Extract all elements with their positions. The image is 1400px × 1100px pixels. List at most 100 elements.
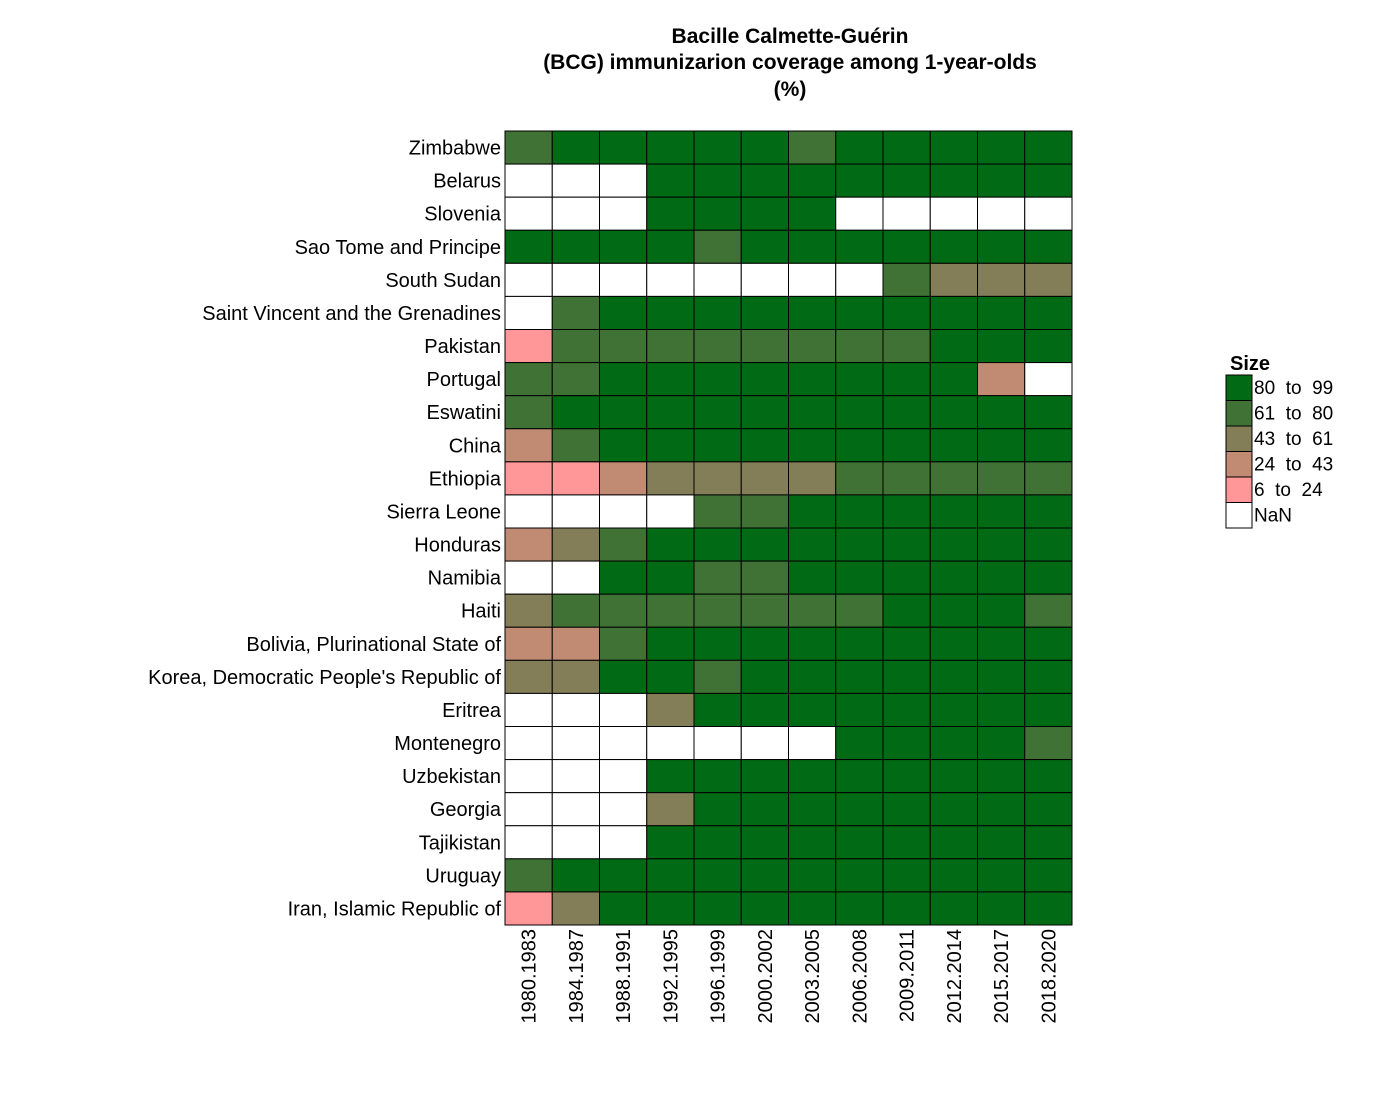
heatmap-cell xyxy=(1024,759,1073,794)
heatmap-cell xyxy=(882,858,931,893)
y-tick-label: Zimbabwe xyxy=(409,138,501,160)
heatmap-cell xyxy=(504,858,553,893)
heatmap-cell xyxy=(1024,792,1073,827)
x-tick-label: 2009.2011 xyxy=(897,929,919,1022)
legend-item: 43 to 61 xyxy=(1225,425,1333,452)
heatmap-cell xyxy=(599,626,648,661)
heatmap-cell xyxy=(977,726,1026,761)
heatmap-cell xyxy=(977,858,1026,893)
heatmap-cell xyxy=(551,163,600,198)
heatmap-cell xyxy=(788,759,837,794)
heatmap-cell xyxy=(788,891,837,926)
x-tick-label: 2006.2008 xyxy=(849,929,871,1024)
heatmap-cell xyxy=(646,659,695,694)
heatmap-cell xyxy=(551,692,600,727)
heatmap-cell xyxy=(646,858,695,893)
heatmap-cell xyxy=(835,163,884,198)
heatmap-cell xyxy=(835,626,884,661)
heatmap-cell xyxy=(646,130,695,165)
heatmap-cell xyxy=(977,659,1026,694)
heatmap-cell xyxy=(740,295,789,331)
y-tick-label: Eswatini xyxy=(427,402,501,424)
heatmap-cell xyxy=(835,726,884,761)
heatmap-cell xyxy=(740,494,789,529)
heatmap-cell xyxy=(882,891,931,926)
legend-swatch xyxy=(1225,425,1253,452)
heatmap-cell xyxy=(599,825,648,860)
heatmap-cell xyxy=(693,825,742,860)
heatmap-cell xyxy=(977,792,1026,827)
heatmap-cell xyxy=(1024,295,1073,331)
heatmap-cell xyxy=(693,295,742,331)
legend-swatch xyxy=(1225,476,1253,503)
heatmap-cell xyxy=(835,659,884,694)
heatmap-cell xyxy=(1024,362,1073,397)
heatmap-cell xyxy=(599,362,648,397)
heatmap-cell xyxy=(599,295,648,331)
heatmap-cell xyxy=(882,626,931,661)
heatmap-cell xyxy=(693,494,742,529)
heatmap-cell xyxy=(977,626,1026,661)
y-tick-label: Uruguay xyxy=(425,865,501,887)
heatmap-cell xyxy=(646,527,695,562)
heatmap-cell xyxy=(977,692,1026,727)
heatmap-cell xyxy=(599,428,648,463)
heatmap-cell xyxy=(599,759,648,794)
heatmap-cell xyxy=(551,362,600,397)
legend-item: NaN xyxy=(1225,502,1292,529)
heatmap-cell xyxy=(929,196,978,231)
x-tick-label: 1992.1995 xyxy=(660,929,682,1024)
heatmap-cells xyxy=(504,130,1073,926)
heatmap-cell xyxy=(929,395,978,430)
heatmap-cell xyxy=(646,494,695,529)
heatmap-cell xyxy=(599,891,648,926)
heatmap-cell xyxy=(551,395,600,430)
heatmap-cell xyxy=(929,560,978,595)
heatmap-cell xyxy=(929,262,978,297)
heatmap-cell xyxy=(551,295,600,331)
heatmap-cell xyxy=(551,659,600,694)
heatmap-cell xyxy=(693,329,742,364)
y-tick-label: Honduras xyxy=(414,535,501,557)
heatmap-cell xyxy=(882,428,931,463)
heatmap-cell xyxy=(740,626,789,661)
y-tick-label: Haiti xyxy=(461,601,501,623)
heatmap-cell xyxy=(929,428,978,463)
heatmap-cell xyxy=(882,196,931,231)
y-tick-label: Sierra Leone xyxy=(386,501,501,523)
heatmap-cell xyxy=(693,163,742,198)
legend-item: 6 to 24 xyxy=(1225,476,1323,503)
heatmap-cell xyxy=(646,626,695,661)
heatmap-cell xyxy=(599,858,648,893)
heatmap-cell xyxy=(929,295,978,331)
x-tick-label: 1988.1991 xyxy=(613,929,635,1024)
heatmap-cell xyxy=(646,329,695,364)
heatmap-cell xyxy=(693,362,742,397)
heatmap-cell xyxy=(693,726,742,761)
heatmap-cell xyxy=(504,130,553,165)
heatmap-cell xyxy=(882,362,931,397)
heatmap-cell xyxy=(504,825,553,860)
heatmap-cell xyxy=(882,461,931,496)
heatmap-cell xyxy=(1024,494,1073,529)
heatmap-cell xyxy=(646,428,695,463)
heatmap-cell xyxy=(646,196,695,231)
y-tick-label: Korea, Democratic People's Republic of xyxy=(148,667,501,689)
heatmap-cell xyxy=(693,692,742,727)
heatmap-cell xyxy=(1024,196,1073,231)
heatmap-cell xyxy=(1024,692,1073,727)
heatmap-cell xyxy=(788,329,837,364)
heatmap-cell xyxy=(835,858,884,893)
heatmap-cell xyxy=(929,825,978,860)
legend-item: 80 to 99 xyxy=(1225,374,1333,401)
heatmap-cell xyxy=(835,262,884,297)
heatmap-cell xyxy=(835,329,884,364)
heatmap-cell xyxy=(882,130,931,165)
y-tick-label: Bolivia, Plurinational State of xyxy=(246,634,501,656)
heatmap-cell xyxy=(504,792,553,827)
heatmap-cell xyxy=(788,593,837,628)
heatmap-cell xyxy=(693,428,742,463)
heatmap-cell xyxy=(1024,626,1073,661)
heatmap-cell xyxy=(646,759,695,794)
heatmap-cell xyxy=(599,692,648,727)
